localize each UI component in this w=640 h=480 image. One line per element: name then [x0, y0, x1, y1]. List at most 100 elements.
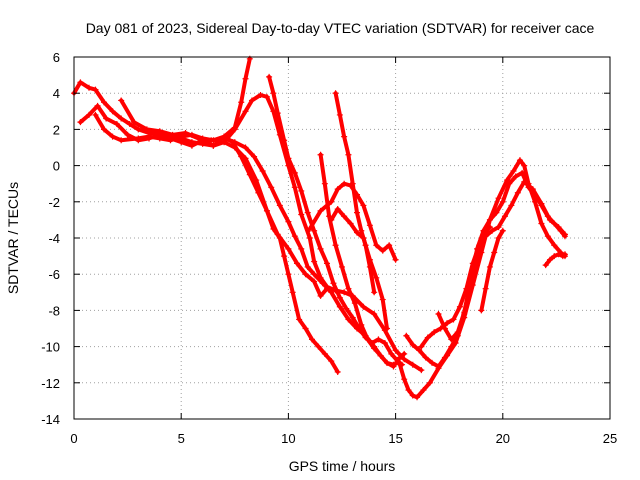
data-point: [373, 274, 380, 281]
data-point: [418, 367, 425, 374]
data-point: [491, 249, 498, 256]
data-point: [345, 316, 352, 323]
data-point: [210, 142, 217, 149]
series-line: [479, 228, 505, 313]
data-point: [238, 99, 245, 106]
data-point: [371, 311, 378, 318]
data-point: [474, 245, 481, 252]
y-tick-label: 6: [53, 50, 60, 65]
data-point: [285, 271, 292, 278]
data-point: [251, 153, 258, 160]
data-point: [480, 227, 487, 234]
data-point: [341, 213, 348, 220]
data-point: [304, 209, 311, 216]
data-point: [328, 198, 335, 205]
data-point: [441, 354, 448, 361]
x-tick-label: 20: [496, 431, 510, 446]
data-point: [276, 235, 283, 241]
data-point: [429, 359, 436, 366]
data-point: [521, 178, 528, 185]
series-pass-15: [478, 227, 506, 314]
data-point: [495, 235, 502, 241]
data-point: [561, 231, 568, 238]
data-point: [302, 325, 309, 332]
data-point: [109, 108, 116, 115]
data-point: [343, 305, 350, 312]
data-point: [501, 213, 508, 220]
data-point: [467, 278, 474, 285]
series-line: [72, 80, 329, 298]
data-point: [514, 189, 521, 196]
data-point: [341, 133, 348, 140]
data-point: [336, 303, 343, 310]
data-point: [379, 247, 386, 254]
data-point: [377, 352, 384, 359]
data-point: [270, 225, 277, 232]
data-point: [512, 173, 519, 180]
data-point: [435, 311, 442, 318]
data-point: [396, 354, 403, 361]
y-tick-label: -6: [48, 267, 60, 282]
data-point: [195, 135, 202, 142]
data-point: [396, 361, 403, 368]
data-point: [341, 289, 348, 296]
data-point: [255, 189, 262, 196]
data-point: [388, 350, 395, 357]
series-layer: [71, 55, 568, 401]
data-point: [274, 110, 281, 117]
data-point: [285, 245, 292, 252]
data-point: [371, 289, 378, 296]
data-point: [296, 316, 303, 323]
data-point: [508, 202, 515, 209]
data-point: [298, 211, 305, 218]
data-point: [538, 200, 545, 207]
data-point: [311, 271, 318, 278]
data-point: [221, 139, 228, 146]
y-tick-label: -8: [48, 303, 60, 318]
data-point: [504, 177, 511, 184]
series-line: [397, 158, 567, 400]
data-point: [334, 368, 341, 375]
data-point: [418, 343, 425, 350]
data-point: [461, 309, 468, 316]
x-axis-label: GPS time / hours: [289, 458, 396, 474]
data-point: [281, 253, 288, 260]
data-point: [86, 111, 93, 118]
data-point: [538, 220, 545, 227]
data-point: [347, 182, 354, 189]
data-point: [551, 242, 558, 249]
data-point: [315, 343, 322, 350]
data-point: [323, 260, 330, 267]
data-point: [456, 303, 463, 310]
series-pass-6: [266, 73, 406, 368]
data-point: [347, 220, 354, 227]
data-point: [493, 209, 500, 216]
data-point: [486, 224, 493, 231]
data-point: [289, 289, 296, 296]
y-tick-label: 4: [53, 86, 60, 101]
y-tick-label: 0: [53, 159, 60, 174]
data-point: [555, 224, 562, 231]
y-axis-label: SDTVAR / TECUs: [5, 182, 21, 294]
data-point: [373, 242, 380, 249]
data-point: [298, 187, 305, 194]
data-point: [336, 111, 343, 118]
data-point: [328, 216, 335, 223]
series-pass-14: [435, 224, 493, 343]
data-point: [499, 227, 506, 234]
data-point: [332, 90, 339, 97]
y-tick-label: -10: [41, 340, 60, 355]
data-point: [263, 207, 270, 214]
data-point: [341, 180, 348, 187]
x-tick-label: 15: [388, 431, 402, 446]
tick-labels: 0 5 10 15 20 25 -14 -12 -10 -8 -6 -4 -2 0 2 4 6: [41, 50, 617, 446]
data-point: [242, 144, 249, 151]
data-point: [293, 260, 300, 267]
data-point: [506, 180, 513, 187]
data-point: [420, 387, 427, 394]
data-point: [349, 314, 356, 321]
y-tick-label: -14: [41, 412, 60, 427]
data-point: [358, 227, 365, 234]
data-point: [302, 271, 309, 278]
